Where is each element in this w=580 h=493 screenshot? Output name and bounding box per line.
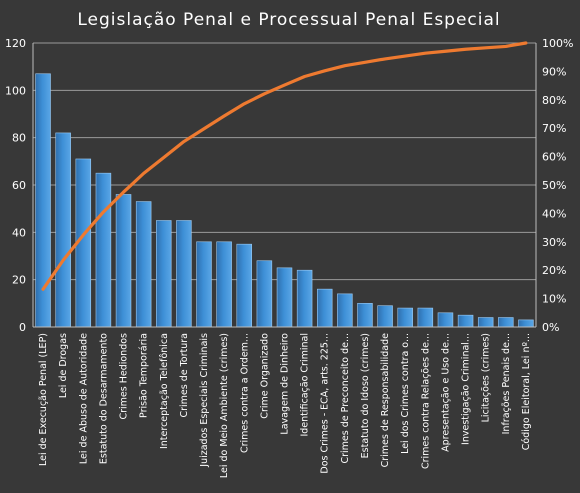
- bar: [337, 293, 353, 328]
- bar: [316, 288, 333, 328]
- x-category-label: Crimes de Tortura: [179, 333, 190, 418]
- bar: [397, 307, 413, 328]
- bar: [115, 194, 132, 328]
- y-axis-right: 0% 10% 20% 30% 40% 50% 60% 70% 80% 90% 100%: [33, 37, 573, 334]
- y-tick-label: 0: [19, 321, 26, 334]
- x-category-label: Licitações (crimes): [481, 333, 492, 422]
- y-tick-label: 40: [12, 226, 26, 239]
- x-category-label: Infrações Penais de...: [501, 333, 512, 434]
- y2-tick-label: 40%: [542, 207, 566, 220]
- y2-tick-label: 30%: [542, 236, 566, 249]
- x-category-label: Estatuto do Idoso (crimes): [360, 333, 371, 458]
- x-category-label: Crimes contra Relações de...: [420, 333, 431, 469]
- bar: [377, 305, 393, 328]
- bar: [216, 241, 232, 328]
- y2-tick-label: 70%: [542, 122, 566, 135]
- x-axis-categories: Lei de Execução Penal (LEP) Lei de Drogas…: [38, 333, 532, 478]
- bar: [95, 172, 112, 328]
- x-category-label: Crimes de Responsabilidade: [380, 333, 391, 468]
- y-tick-label: 60: [12, 179, 26, 192]
- x-category-label: Interceptação Telefônica: [159, 333, 170, 449]
- y2-tick-label: 50%: [542, 179, 566, 192]
- bar: [437, 312, 454, 328]
- x-category-label: Crimes contra a Ordem...: [239, 333, 250, 453]
- x-category-label: Crimes de Preconceito de...: [340, 333, 351, 464]
- x-category-label: Lei de Execução Penal (LEP): [38, 333, 49, 466]
- x-category-label: Crime Organizado: [259, 333, 270, 419]
- x-category-label: Investigação Criminal...: [461, 333, 472, 445]
- cumulative-percent-line: [41, 41, 528, 291]
- x-category-label: Lei de Drogas: [58, 333, 69, 398]
- bar: [55, 132, 71, 328]
- bar: [457, 314, 474, 328]
- bar: [518, 319, 534, 328]
- x-category-label: Crimes Hediondos: [119, 333, 130, 420]
- y-axis-left: 0 20 40 60 80 100 120: [5, 37, 34, 334]
- x-category-label: Lei dos Crimes contra o...: [400, 333, 411, 454]
- x-category-label: Identificação Criminal: [300, 333, 311, 437]
- y2-tick-label: 100%: [542, 37, 573, 50]
- y2-tick-label: 90%: [542, 65, 566, 78]
- bar: [196, 241, 212, 328]
- x-category-label: Juizados Especiais Criminais: [199, 333, 210, 468]
- y2-tick-label: 80%: [542, 94, 566, 107]
- y2-tick-label: 20%: [542, 264, 566, 277]
- bar: [477, 317, 494, 328]
- bar: [156, 220, 172, 328]
- x-category-label: Código Eleitoral, Lei nº...: [521, 333, 532, 450]
- x-category-label: Estatuto do Desarmamento: [98, 333, 109, 464]
- y-tick-label: 80: [12, 132, 26, 145]
- bar: [135, 201, 152, 328]
- y-tick-label: 100: [5, 84, 26, 97]
- bar: [296, 269, 313, 328]
- cumulative-line: [41, 41, 528, 291]
- x-category-label: Lei do Meio Ambiente (crimes): [219, 333, 230, 478]
- x-category-label: Apresentação e Uso de...: [440, 333, 451, 452]
- x-category-label: Prisão Temporária: [139, 333, 150, 418]
- y2-tick-label: 60%: [542, 151, 566, 164]
- y-tick-label: 120: [5, 37, 26, 50]
- chart-title: Legislação Penal e Processual Penal Espe…: [77, 10, 500, 30]
- bar: [276, 267, 293, 328]
- x-category-label: Dos Crimes - ECA, arts. 225...: [320, 333, 331, 474]
- bar: [357, 303, 373, 328]
- bar: [417, 307, 434, 328]
- y-tick-label: 20: [12, 274, 26, 287]
- bar: [176, 220, 192, 328]
- bar: [256, 260, 273, 328]
- bars: [35, 73, 534, 328]
- x-category-label: Lei de Abuso de Autoridade: [78, 333, 89, 464]
- y2-tick-label: 0%: [542, 321, 559, 334]
- x-category-label: Lavagem de Dinheiro: [280, 333, 291, 435]
- y2-tick-label: 10%: [542, 293, 566, 306]
- bar: [498, 317, 514, 328]
- bar: [236, 243, 253, 328]
